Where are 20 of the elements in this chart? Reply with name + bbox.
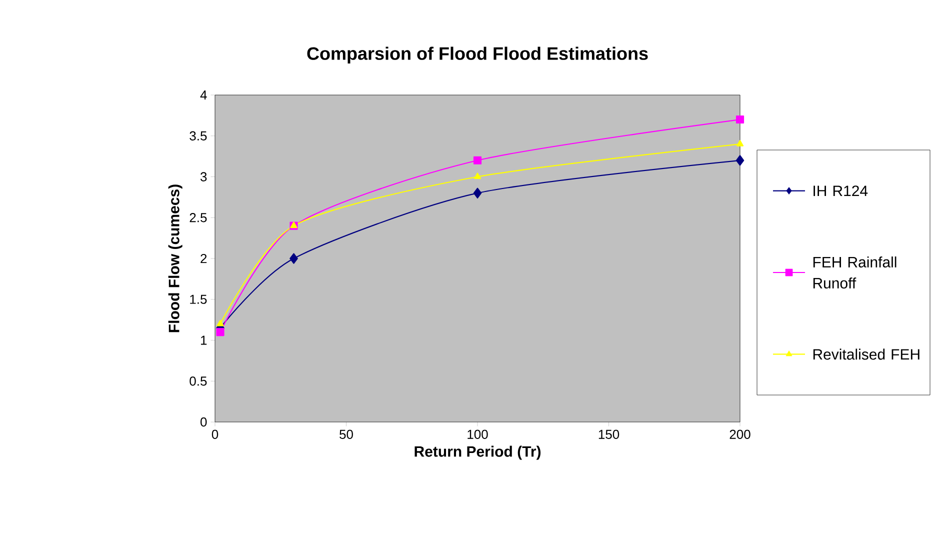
legend-label: IH R124	[814, 186, 868, 196]
legend-label: Revitalised FEH	[813, 348, 920, 360]
x-tick-label: 150	[598, 430, 620, 439]
y-tick-label: 0	[200, 417, 207, 427]
y-tick-label: 4	[200, 90, 207, 100]
y-tick-label: 0.5	[190, 376, 207, 386]
y-tick-label: 1.5	[190, 294, 207, 304]
y-tick-label: 3.5	[190, 131, 207, 140]
legend-label: FEH Rainfall Runoff	[813, 256, 896, 288]
y-tick-label: 2	[200, 254, 207, 264]
x-tick-label: 100	[468, 430, 488, 439]
y-tick-label: 2.5	[190, 213, 207, 222]
x-tick-label: 200	[730, 430, 750, 439]
y-tick-label: 1	[200, 336, 207, 345]
chart-title: Comparsion of Flood Flood Estimations	[307, 46, 648, 64]
x-axis-title: Return Period (Tr)	[414, 446, 541, 460]
x-tick-label: 0	[212, 430, 218, 439]
y-axis-title: Flood Flow (cumecs)	[168, 184, 182, 332]
x-tick-label: 50	[340, 430, 353, 439]
y-tick-label: 3	[200, 172, 207, 182]
